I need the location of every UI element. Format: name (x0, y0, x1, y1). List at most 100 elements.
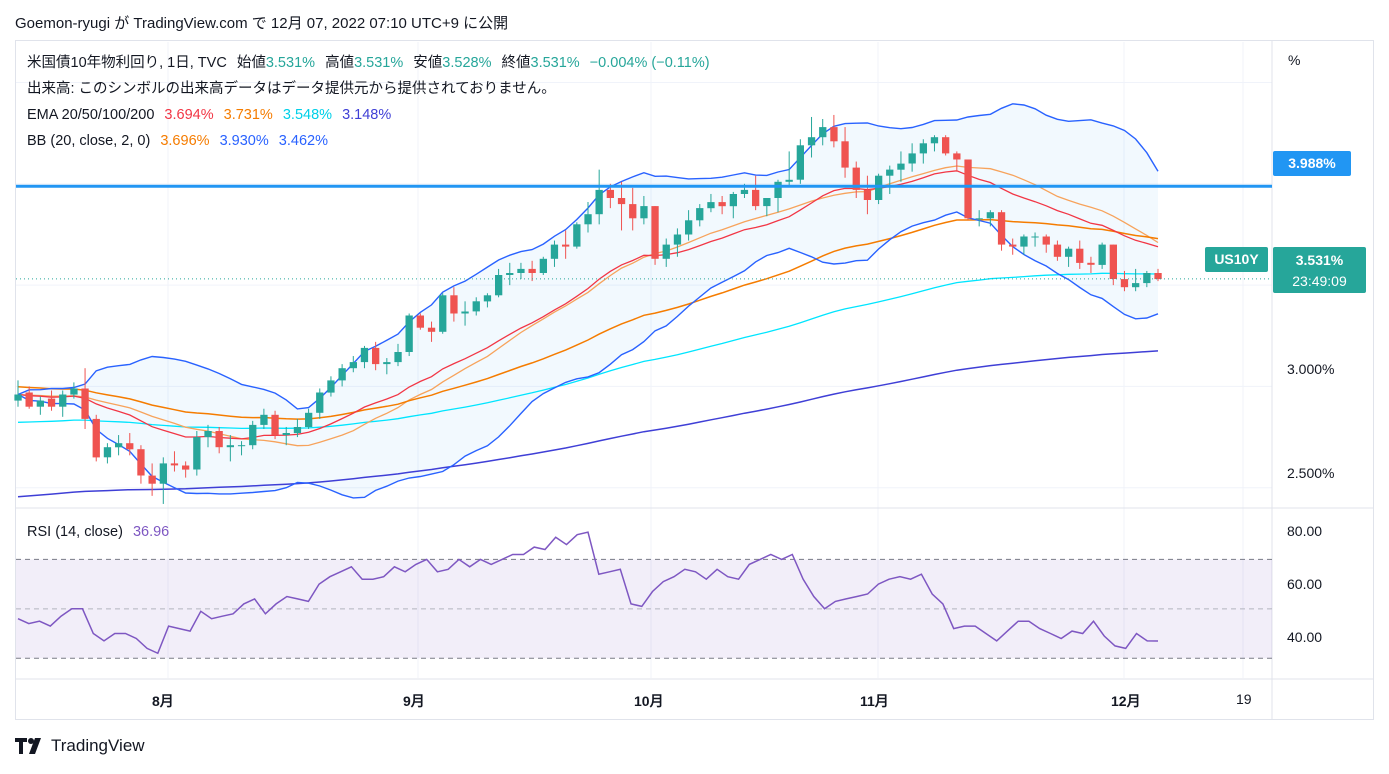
last-price-tag[interactable]: 3.531% 23:49:09 (1273, 247, 1366, 293)
price-axis-label-3000: 3.000% (1287, 361, 1335, 377)
candle-body (226, 445, 234, 448)
candle-body (394, 352, 402, 363)
candle-body (573, 224, 581, 247)
candle-body (539, 258, 547, 273)
time-label-sep: 9月 (403, 693, 425, 709)
rsi-axis-label-60: 60.00 (1287, 576, 1323, 592)
legend-rsi-label[interactable]: RSI (14, close) (27, 524, 123, 540)
candle-body (897, 163, 905, 170)
legend-ema-row: EMA 20/50/100/200 3.694% 3.731% 3.548% 3… (27, 105, 397, 125)
time-label-19: 19 (1236, 691, 1252, 707)
candle-body (1132, 283, 1140, 288)
legend-symbol[interactable]: 米国債10年物利回り, 1日, TVC (27, 55, 227, 71)
candle-body (785, 179, 793, 182)
horizontal-line[interactable] (16, 184, 1272, 280)
time-label-oct: 10月 (634, 693, 664, 709)
candle-body (103, 447, 112, 458)
legend-ema200: 3.148% (342, 107, 392, 123)
candle-body (237, 445, 246, 447)
candle-body (249, 424, 257, 446)
legend-close-label: 終値 (501, 55, 531, 71)
candle-body (819, 127, 827, 138)
candle-body (282, 433, 290, 435)
candle-body (696, 208, 704, 221)
legend-bb-basis: 3.696% (160, 133, 210, 149)
candle-body (662, 244, 670, 259)
legend-ema100: 3.548% (282, 107, 333, 123)
candle-body (942, 137, 950, 154)
candle-body (383, 362, 391, 365)
candles (14, 114, 1162, 504)
candle-body (14, 394, 22, 401)
candle-body (450, 295, 458, 314)
candle-body (483, 295, 492, 302)
candle-body (59, 394, 67, 407)
candle-body (975, 218, 983, 220)
candle-body (997, 212, 1006, 245)
legend-bb-label[interactable]: BB (20, close, 2, 0) (27, 133, 151, 149)
rsi-band (16, 559, 1272, 659)
tradingview-logo-icon (15, 738, 41, 754)
candle-body (774, 181, 782, 198)
candle-body (1109, 244, 1117, 279)
candle-body (852, 167, 860, 190)
candle-body (517, 268, 525, 273)
publish-header: Goemon-ryugi が TradingView.com で 12月 07,… (15, 15, 509, 32)
price-axis-unit: % (1288, 52, 1301, 68)
candle-body (651, 206, 659, 259)
candle-body (807, 137, 816, 146)
candle-body (25, 392, 33, 407)
candle-body (148, 475, 156, 484)
candle-body (495, 275, 503, 296)
chart-frame (15, 40, 1374, 720)
candle-body (908, 153, 916, 164)
rsi-axis-label-40: 40.00 (1287, 629, 1323, 645)
footer-brand[interactable]: TradingView (15, 736, 145, 756)
legend-open-label: 始値 (236, 55, 266, 71)
rsi-line (17, 531, 1159, 655)
candle-body (1053, 244, 1062, 257)
candle-body (562, 244, 570, 247)
candle-body (729, 194, 737, 207)
candle-body (707, 202, 715, 209)
candle-body (1120, 279, 1129, 288)
candle-body (159, 463, 167, 484)
legend-bb-upper: 3.930% (219, 133, 269, 149)
candle-body (629, 204, 637, 219)
candle-body (461, 311, 469, 314)
legend-ema-label[interactable]: EMA 20/50/100/200 (27, 107, 155, 123)
candle-body (986, 212, 994, 219)
candle-body (81, 388, 89, 419)
candle-body (360, 347, 369, 363)
candle-body (1020, 236, 1028, 247)
footer-brand-text: TradingView (51, 736, 145, 755)
candle-body (685, 220, 693, 235)
legend-close: 3.531% (530, 55, 580, 71)
candle-body (305, 412, 313, 427)
price-axis-label-2500: 2.500% (1287, 465, 1335, 481)
candle-body (405, 315, 413, 352)
candle-body (863, 189, 872, 200)
candle-body (740, 189, 749, 194)
countdown-value: 23:49:09 (1292, 273, 1347, 289)
hline-price-tag[interactable]: 3.988% (1273, 151, 1351, 176)
candle-body (126, 443, 134, 450)
candle-body (338, 368, 346, 381)
bollinger-band-fill (18, 103, 1158, 498)
candle-body (316, 392, 324, 413)
time-label-dec: 12月 (1111, 693, 1141, 709)
candle-body (349, 362, 357, 369)
candle-body (1042, 236, 1050, 245)
candle-body (617, 198, 626, 205)
legend-ema20: 3.694% (164, 107, 214, 123)
time-label-nov: 11月 (860, 693, 889, 709)
candle-body (796, 145, 804, 180)
candle-body (841, 141, 849, 168)
candle-body (36, 400, 44, 407)
candle-body (718, 202, 726, 207)
rsi-axis-label-80: 80.00 (1287, 523, 1323, 539)
candle-body (193, 437, 201, 470)
candle-body (930, 137, 939, 144)
grid (16, 41, 1374, 720)
